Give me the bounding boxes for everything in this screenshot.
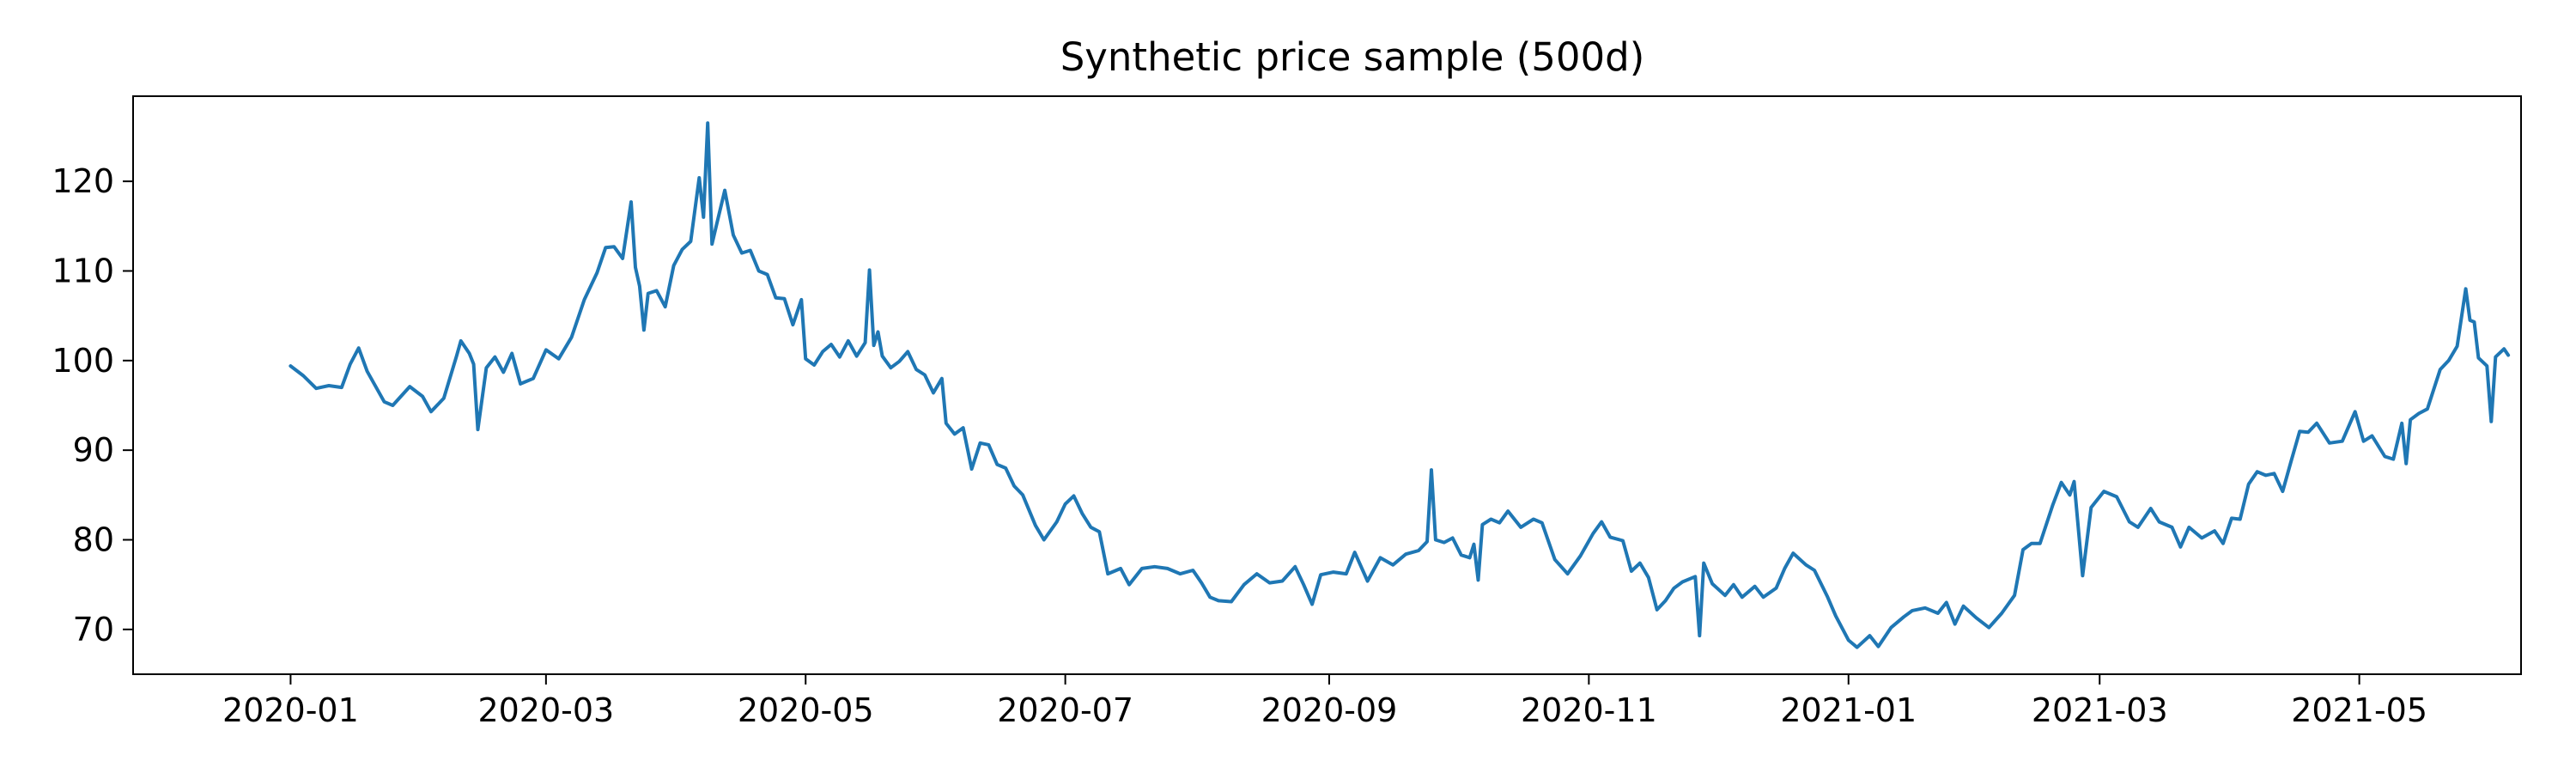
plot-frame xyxy=(132,95,2522,675)
y-tick-label: 70 xyxy=(73,611,114,648)
y-tick-label: 100 xyxy=(52,342,114,380)
x-tick-label: 2021-01 xyxy=(1780,691,1917,729)
x-tick-label: 2020-01 xyxy=(222,691,359,729)
y-tick-label: 80 xyxy=(73,520,114,558)
y-tick-label: 90 xyxy=(73,431,114,469)
x-tick-label: 2020-03 xyxy=(477,691,614,729)
y-tick-label: 120 xyxy=(52,162,114,200)
chart-title: Synthetic price sample (500d) xyxy=(1060,34,1645,80)
x-tick-label: 2021-05 xyxy=(2291,691,2427,729)
plot-area xyxy=(289,121,2511,649)
price-series-line xyxy=(289,121,2511,649)
x-tick-label: 2021-03 xyxy=(2032,691,2168,729)
x-tick-label: 2020-11 xyxy=(1521,691,1657,729)
x-tick-label: 2020-09 xyxy=(1261,691,1398,729)
x-tick-label: 2020-05 xyxy=(738,691,874,729)
x-tick-label: 2020-07 xyxy=(997,691,1133,729)
axes: 70 80 90 100 110 120 2020-01 2020-03 2020-05 2020… xyxy=(52,95,2522,729)
y-tick-label: 110 xyxy=(52,252,114,289)
